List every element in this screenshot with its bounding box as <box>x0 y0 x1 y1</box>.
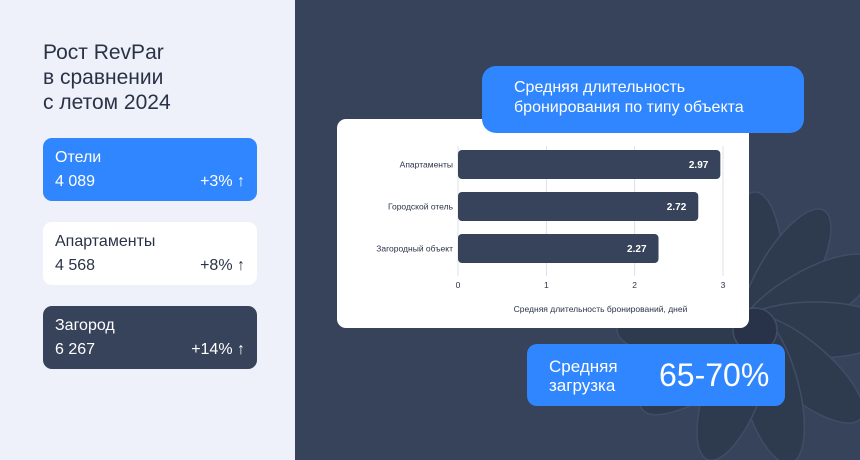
category-label: Загородный объект <box>376 244 453 254</box>
x-tick-label: 1 <box>544 280 549 290</box>
bar-value-label: 2.97 <box>689 160 709 171</box>
booking-duration-chart: 2.97 2.72 2.27 Апартаменты Городской отель З… <box>376 146 726 314</box>
card-hotels: Отели 4 089 +3% ↑ <box>43 138 257 201</box>
chart-card: 2.97 2.72 2.27 Апартаменты Городской отель З… <box>337 119 749 328</box>
card-apartments-value: 4 568 <box>55 257 96 274</box>
x-tick-label: 0 <box>456 280 461 290</box>
bar-value-label: 2.27 <box>627 244 647 255</box>
bar-value-label: 2.72 <box>667 202 687 213</box>
left-panel: Рост RevPar в сравнении с летом 2024 Оте… <box>0 0 295 460</box>
card-hotels-label: Отели <box>55 149 102 166</box>
revpar-title-line-2: в сравнении <box>43 66 164 89</box>
chart-title-line-2: бронирования по типу объекта <box>514 99 744 116</box>
card-country-label: Загород <box>55 317 115 334</box>
x-tick-label: 2 <box>632 280 637 290</box>
chart-title-line-1: Средняя длительность <box>514 79 686 96</box>
chart-title-bubble: Средняя длительность бронирования по тип… <box>482 66 804 133</box>
load-label-line-1: Средняя <box>549 357 618 376</box>
load-bubble: Средняя загрузка 65-70% <box>527 344 785 406</box>
card-apartments-label: Апартаменты <box>55 233 156 250</box>
category-label: Апартаменты <box>400 160 453 170</box>
bar <box>458 150 721 179</box>
load-label-line-2: загрузка <box>549 376 616 395</box>
card-hotels-change: +3% ↑ <box>200 173 245 190</box>
revpar-title: Рост RevPar в сравнении с летом 2024 <box>43 40 273 115</box>
card-country-change: +14% ↑ <box>191 341 245 358</box>
card-country: Загород 6 267 +14% ↑ <box>43 306 257 369</box>
bar <box>458 234 659 263</box>
load-value: 65-70% <box>659 357 770 393</box>
revpar-title-line-3: с летом 2024 <box>43 91 171 114</box>
revpar-title-line-1: Рост RevPar <box>43 41 164 64</box>
x-tick-label: 3 <box>721 280 726 290</box>
card-hotels-value: 4 089 <box>55 173 96 190</box>
x-axis-label: Средняя длительность бронирований, дней <box>514 304 688 314</box>
card-apartments: Апартаменты 4 568 +8% ↑ <box>43 222 257 285</box>
card-apartments-change: +8% ↑ <box>200 257 245 274</box>
bar <box>458 192 699 221</box>
card-country-value: 6 267 <box>55 341 96 358</box>
load-label: Средняя загрузка <box>549 357 649 395</box>
category-label: Городской отель <box>388 202 454 212</box>
